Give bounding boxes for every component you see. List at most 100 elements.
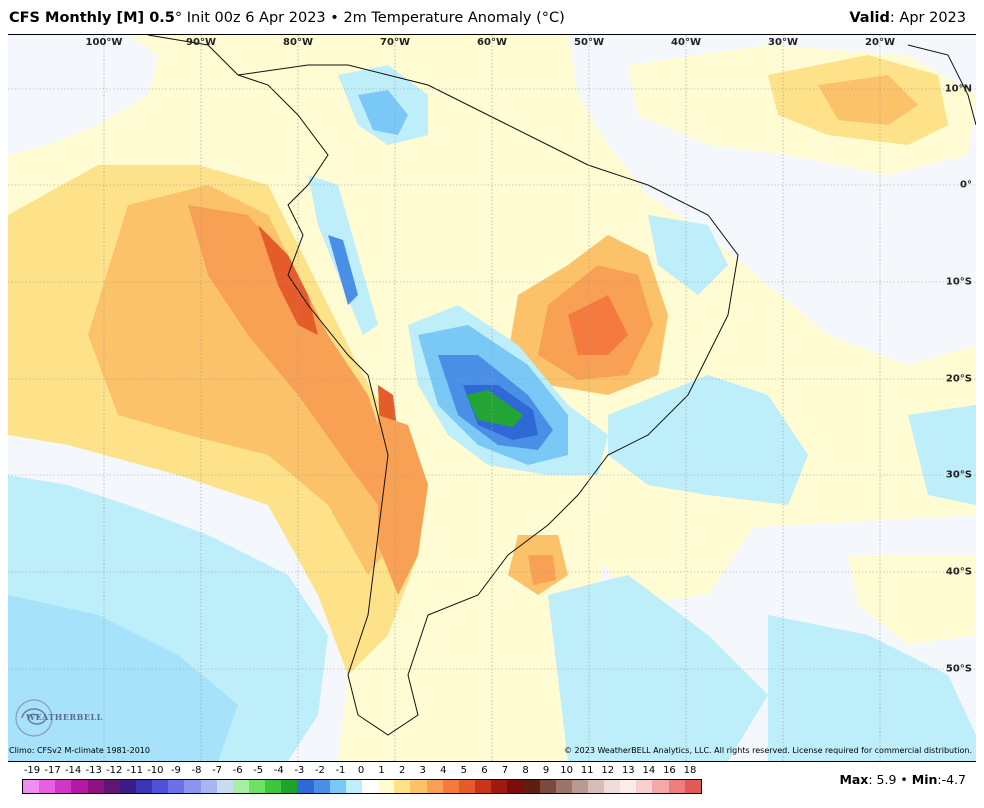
legend-swatch	[539, 780, 556, 793]
max-value: : 5.9 •	[868, 772, 912, 787]
legend-label: 6	[481, 765, 488, 776]
legend-swatch	[265, 780, 282, 793]
anomaly-map	[8, 35, 976, 761]
legend-swatch	[620, 780, 637, 793]
legend-label: -2	[314, 765, 325, 776]
warm-chile-inland	[378, 415, 428, 595]
lat-label-20s: 20°S	[945, 373, 972, 385]
cool-southern-east	[768, 615, 976, 761]
legend-label: -4	[273, 765, 284, 776]
legend-label: 13	[621, 765, 635, 776]
near-zero-nw	[8, 35, 158, 155]
legend-swatch	[232, 780, 249, 793]
legend-swatch	[587, 780, 605, 793]
legend-label: -11	[126, 765, 143, 776]
legend-label: 5	[460, 765, 467, 776]
legend-swatch	[87, 780, 104, 793]
lon-label-40w: 40°W	[671, 37, 701, 48]
legend-label: -9	[170, 765, 181, 776]
valid-label: Valid	[849, 10, 890, 26]
cool-mid-south-pacific	[8, 595, 238, 761]
legend-label: -13	[85, 765, 102, 776]
legend-label: 11	[580, 765, 594, 776]
legend-label: -10	[147, 765, 164, 776]
map-panel: 100°W 90°W 80°W 70°W 60°W 50°W 40°W 30°W…	[8, 34, 976, 762]
legend-label: 4	[440, 765, 447, 776]
legend-swatch	[135, 780, 153, 793]
africa-outline	[907, 44, 976, 126]
lon-label-50w: 50°W	[574, 37, 604, 48]
legend-swatch	[297, 780, 314, 793]
legend-swatch	[361, 780, 379, 793]
field-name: 2m Temperature Anomaly (	[343, 10, 542, 26]
legend-swatch	[555, 780, 572, 793]
legend-swatch	[571, 780, 588, 793]
hottest-peru-coast	[258, 225, 318, 335]
legend-label: 12	[601, 765, 615, 776]
valid-value: : Apr 2023	[889, 10, 966, 26]
degree-mark: °	[174, 10, 183, 26]
legend-swatch	[216, 780, 233, 793]
legend-label: -6	[232, 765, 243, 776]
legend-swatch	[313, 780, 330, 793]
lat-label-30s: 30°S	[945, 469, 972, 481]
graticule	[8, 35, 976, 761]
max-label: Max	[839, 772, 869, 787]
warm-mid-pacific-band	[88, 185, 398, 575]
lon-label-20w: 20°W	[865, 37, 895, 48]
legend-labels: -19 -17 -14 -13 -12 -11 -10 -9 -8 -7 -6 -5 -4 -3 -2 -1 0…	[22, 765, 702, 778]
cool-east-atlantic	[908, 405, 976, 505]
legend-swatch	[507, 780, 524, 793]
legend-swatch	[329, 780, 346, 793]
legend-label: 10	[560, 765, 573, 776]
legend-label: 2	[398, 765, 406, 776]
legend-swatch	[71, 780, 88, 793]
lat-label-50s: 50°S	[945, 663, 972, 675]
legend-swatch	[39, 780, 56, 793]
hot-pacific-band	[188, 205, 388, 505]
lat-label-10n: 10°N	[944, 83, 972, 95]
legend-label: -7	[212, 765, 223, 776]
hotter-central-brazil	[568, 295, 628, 355]
swirl-icon	[15, 699, 53, 737]
legend-swatch	[474, 780, 492, 793]
legend-swatch	[442, 780, 459, 793]
legend-swatch	[604, 780, 621, 793]
legend-swatch	[281, 780, 298, 793]
legend-label: -17	[44, 765, 61, 776]
legend-label: 9	[542, 765, 550, 776]
color-legend: -19 -17 -14 -13 -12 -11 -10 -9 -8 -7 -6 -5 -4 -3 -2 -1 0…	[22, 765, 702, 795]
model-name: CFS Monthly [M] 0.5	[9, 10, 175, 26]
lon-label-90w: 90°W	[186, 37, 216, 48]
legend-swatch	[426, 780, 443, 793]
cool-mid-colombia	[358, 90, 408, 135]
weatherbell-logo: WEATHERBELL	[12, 696, 102, 740]
cool-southern-atlantic	[548, 575, 768, 761]
legend-label: 0	[357, 765, 365, 776]
legend-swatch	[119, 780, 136, 793]
legend-label: 7	[501, 765, 509, 776]
legend-label: -1	[335, 765, 346, 776]
legend-swatch	[152, 780, 169, 793]
legend-swatch	[458, 780, 475, 793]
cool-ne-brazil	[648, 215, 728, 295]
header: CFS Monthly [M] 0.5° Init 00z 6 Apr 2023…	[0, 0, 984, 34]
unit: °C	[541, 10, 560, 26]
lon-label-70w: 70°W	[380, 37, 410, 48]
legend-swatch	[668, 780, 685, 793]
legend-swatch	[491, 780, 508, 793]
legend-label: 3	[419, 765, 426, 776]
legend-label: 18	[683, 765, 697, 776]
legend-label: 8	[522, 765, 529, 776]
lat-label-0: 0°	[960, 179, 972, 191]
legend-label: 14	[642, 765, 656, 776]
valid-time: Valid: Apr 2023	[849, 10, 966, 26]
legend-swatch	[184, 780, 201, 793]
lon-label-80w: 80°W	[283, 37, 313, 48]
legend-swatch	[345, 780, 362, 793]
legend-swatch	[103, 780, 120, 793]
legend-label: -12	[106, 765, 123, 776]
legend-swatch	[410, 780, 427, 793]
legend-swatch	[684, 780, 701, 793]
legend-label: -19	[23, 765, 41, 776]
